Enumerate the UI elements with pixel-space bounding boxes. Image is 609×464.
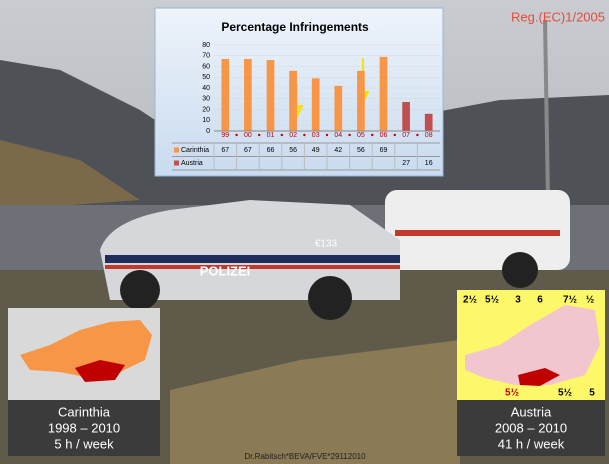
chart-title: Percentage Infringements [221, 20, 369, 34]
legend-label: Carinthia [181, 147, 209, 154]
x-tick-label: 05 [357, 132, 365, 139]
bar [267, 60, 275, 131]
map-label: 3 [515, 295, 521, 306]
separator-dot [303, 134, 305, 136]
y-tick-label: 60 [202, 63, 210, 70]
caption-line: 2008 – 2010 [495, 420, 567, 435]
table-value: 66 [267, 147, 275, 154]
y-tick-label: 10 [202, 117, 210, 124]
table-value: 56 [289, 147, 297, 154]
wheel [308, 276, 352, 320]
y-tick-label: 80 [202, 42, 210, 49]
separator-dot [348, 134, 350, 136]
x-tick-label: 06 [380, 132, 388, 139]
y-tick-label: 70 [202, 53, 210, 60]
map-label: 5½ [485, 295, 499, 306]
bar [380, 57, 388, 131]
x-tick-label: 01 [267, 132, 275, 139]
map-label: 7½ [563, 295, 577, 306]
y-tick-label: 0 [206, 128, 210, 135]
separator-dot [258, 134, 260, 136]
caption-line: Austria [511, 404, 552, 419]
caption-line: 1998 – 2010 [48, 420, 120, 435]
slide: POLIZEI €133 Reg.(EC)1/2005 Percentage I… [0, 0, 609, 464]
x-tick-label: 04 [334, 132, 342, 139]
table-value: 67 [221, 147, 229, 154]
caption-line: 41 h / week [498, 436, 565, 451]
separator-dot [416, 134, 418, 136]
bar [312, 78, 320, 131]
table-value: 49 [312, 147, 320, 154]
map-label: ½ [586, 295, 594, 306]
y-tick-label: 40 [202, 85, 210, 92]
x-tick-label: 07 [402, 132, 410, 139]
y-tick-label: 50 [202, 74, 210, 81]
caption-line: 5 h / week [54, 436, 114, 451]
table-value: 42 [334, 147, 342, 154]
y-tick-label: 30 [202, 96, 210, 103]
separator-dot [394, 134, 396, 136]
photo-label: POLIZEI [200, 263, 251, 278]
table-value: 69 [380, 147, 388, 154]
car-stripe-blue [105, 255, 400, 263]
separator-dot [371, 134, 373, 136]
separator-dot [326, 134, 328, 136]
table-value: 27 [402, 160, 410, 167]
bar [425, 114, 433, 131]
photo-label: €133 [315, 239, 338, 250]
wheel [502, 252, 538, 288]
x-tick-label: 99 [221, 132, 229, 139]
car-stripe-red [105, 265, 400, 269]
bar [244, 59, 252, 131]
map-label: 5½ [558, 388, 572, 399]
map-label: 5½ [505, 388, 519, 399]
table-value: 56 [357, 147, 365, 154]
y-tick-label: 20 [202, 106, 210, 113]
x-tick-label: 03 [312, 132, 320, 139]
wheel [120, 270, 160, 310]
map-label: 5 [589, 388, 595, 399]
map-label: 2½ [463, 295, 477, 306]
x-tick-label: 08 [425, 132, 433, 139]
van-stripe [395, 230, 560, 236]
bar [402, 102, 410, 131]
table-value: 16 [425, 160, 433, 167]
bar [357, 71, 365, 131]
legend-label: Austria [181, 160, 203, 167]
separator-dot [281, 134, 283, 136]
table-value: 67 [244, 147, 252, 154]
caption-line: Carinthia [58, 404, 111, 419]
footer: Dr.Rabitsch*BEVA/FVE*29112010 [244, 452, 366, 461]
separator-dot [235, 134, 237, 136]
bar [289, 71, 297, 131]
legend-swatch [174, 161, 179, 166]
x-tick-label: 02 [289, 132, 297, 139]
reference: Reg.(EC)1/2005 [511, 9, 605, 24]
bar [221, 59, 229, 131]
x-tick-label: 00 [244, 132, 252, 139]
legend-swatch [174, 148, 179, 153]
map-label: 6 [537, 295, 543, 306]
bar [334, 86, 342, 131]
